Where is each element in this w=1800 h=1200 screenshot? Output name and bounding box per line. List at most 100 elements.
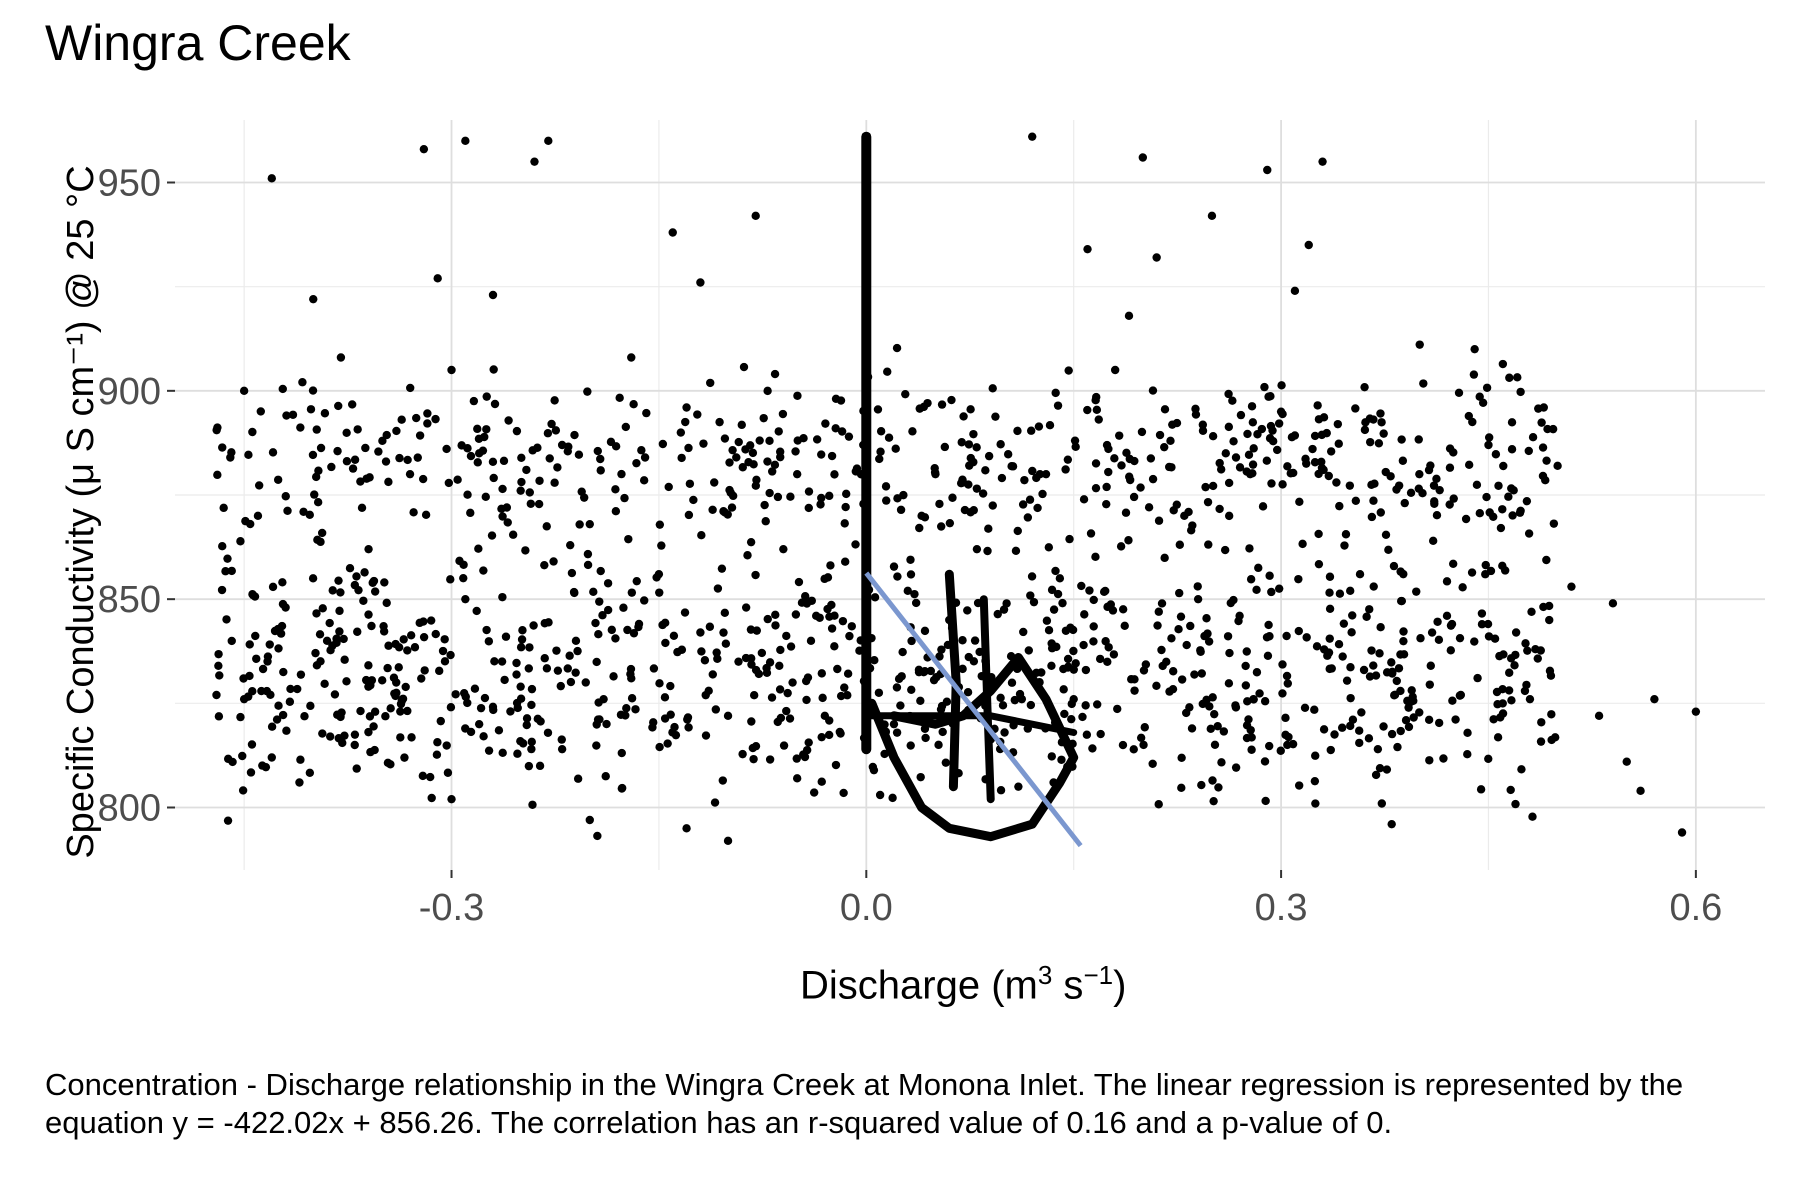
data-point (455, 556, 464, 566)
data-point (383, 758, 393, 768)
data-point (474, 719, 484, 729)
data-point (1434, 635, 1444, 645)
data-point (842, 489, 851, 499)
data-point (382, 598, 391, 608)
data-point (334, 401, 343, 411)
data-point (573, 774, 583, 783)
data-point (792, 774, 802, 783)
data-point (1506, 654, 1516, 663)
data-point (433, 738, 442, 747)
data-point (1262, 456, 1272, 465)
data-point (611, 634, 620, 643)
data-point (516, 694, 526, 703)
data-point (415, 431, 425, 440)
data-point (247, 740, 257, 749)
data-point (1168, 667, 1178, 676)
data-point (440, 635, 449, 644)
data-point (1015, 689, 1025, 699)
data-point (1478, 398, 1488, 407)
data-point (761, 517, 770, 526)
data-point (1053, 401, 1063, 410)
data-point (1338, 652, 1347, 661)
data-point (217, 585, 227, 595)
data-point (526, 499, 536, 508)
data-point (508, 530, 518, 539)
data-point (935, 499, 944, 509)
data-point (1442, 577, 1452, 586)
data-point (1081, 701, 1090, 710)
data-point (1458, 583, 1467, 592)
data-point (763, 386, 772, 396)
data-point (1157, 599, 1167, 608)
data-point (557, 440, 567, 450)
data-point (996, 693, 1005, 703)
data-point (889, 719, 899, 729)
data-point (370, 587, 380, 596)
data-point (326, 646, 335, 655)
data-point (540, 654, 549, 663)
data-point (583, 560, 593, 570)
data-point (518, 626, 527, 635)
data-point (1536, 737, 1546, 746)
data-point (369, 722, 378, 731)
data-point (1139, 666, 1149, 675)
data-point (1154, 607, 1163, 616)
data-point (316, 537, 325, 547)
data-point (655, 679, 664, 688)
data-point (708, 505, 717, 515)
data-point (488, 457, 498, 467)
data-point (384, 477, 393, 487)
data-point (1517, 765, 1526, 774)
data-point (406, 631, 416, 640)
data-point (1414, 484, 1423, 493)
data-point (342, 428, 351, 438)
data-point (997, 473, 1007, 483)
data-point (1398, 456, 1408, 465)
data-point (907, 685, 916, 695)
data-point (1365, 437, 1375, 447)
data-point (522, 465, 531, 475)
data-point (1247, 745, 1256, 754)
data-point (501, 632, 511, 641)
data-point (397, 415, 406, 424)
data-point (948, 493, 957, 502)
data-point (720, 608, 730, 618)
data-point (326, 732, 335, 741)
data-point (684, 723, 693, 732)
data-point (899, 490, 908, 500)
data-point (824, 730, 834, 740)
data-point (236, 712, 245, 722)
data-point (896, 701, 905, 710)
data-point (215, 671, 224, 680)
data-point (364, 610, 373, 619)
data-point (710, 798, 720, 807)
data-point (1168, 684, 1178, 694)
data-point (993, 609, 1002, 619)
data-point (1208, 693, 1217, 702)
data-point (1124, 311, 1134, 321)
data-point (627, 588, 637, 597)
data-point (836, 691, 846, 701)
data-point (283, 506, 292, 516)
data-point (786, 492, 795, 501)
data-point (1445, 463, 1455, 472)
data-point (771, 621, 780, 630)
data-point (1272, 445, 1282, 455)
data-point (1089, 595, 1098, 605)
data-point (258, 761, 267, 770)
data-point (883, 367, 892, 376)
data-point (1622, 757, 1631, 766)
data-point (1122, 448, 1131, 458)
data-point (421, 510, 431, 520)
data-point (516, 643, 526, 652)
data-point (1513, 373, 1522, 382)
data-point (276, 629, 286, 638)
data-point (592, 720, 601, 729)
data-point (339, 634, 348, 644)
data-point (466, 451, 476, 461)
data-point (593, 446, 602, 456)
data-point (1314, 529, 1323, 539)
data-point (359, 596, 368, 605)
data-point (1130, 675, 1139, 684)
data-point (1231, 703, 1241, 712)
